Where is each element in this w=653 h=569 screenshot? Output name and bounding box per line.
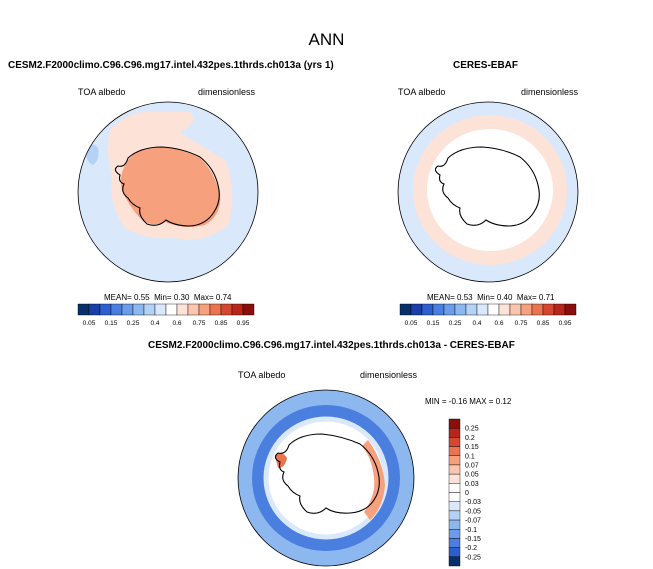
panel3-colorbar-tick-label: -0.2 bbox=[465, 545, 477, 552]
panel2-coastline bbox=[434, 146, 540, 227]
panel2-mean-value: 0.53 bbox=[457, 293, 473, 302]
panel2-colorbar-tick-label: 0.4 bbox=[472, 320, 481, 327]
panel3-colorbar-box bbox=[448, 437, 461, 447]
panel3-stats: MIN = -0.16 MAX = 0.12 bbox=[425, 397, 512, 406]
panel1-min-value: 0.30 bbox=[173, 293, 190, 302]
panel1-colorbar-tick-label: 0.95 bbox=[237, 320, 250, 327]
panel3-colorbar-tick-label: -0.15 bbox=[465, 536, 481, 543]
panel3-colorbar-box bbox=[448, 418, 461, 429]
panel2-colorbar-tick-label: 0.05 bbox=[405, 320, 418, 327]
panel2-min-label: Min= bbox=[477, 293, 495, 302]
panel2-colorbar-tick-label: 0.25 bbox=[449, 320, 462, 327]
panel3-colorbar-tick-label: 0.03 bbox=[465, 481, 479, 488]
panel2-max-label: Max= bbox=[516, 293, 537, 302]
panel3-colorbar-box bbox=[448, 427, 461, 438]
panel2-inner-band bbox=[427, 129, 553, 251]
panel3-colorbar-box bbox=[448, 547, 461, 558]
panel2-colorbar-tick-label: 0.75 bbox=[515, 320, 528, 327]
panel3-east-coast-positive bbox=[362, 440, 385, 520]
panel2-colorbar-box bbox=[564, 303, 577, 316]
panel2-stats: MEAN= 0.53 Min= 0.40 Max= 0.71 bbox=[427, 293, 555, 302]
panel2-colorbar-tick-label: 0.6 bbox=[494, 320, 503, 327]
panel1-colorbar-tick-label: 0.85 bbox=[215, 320, 228, 327]
panel3-colorbar-tick-label: 0 bbox=[465, 490, 469, 497]
panel3-coastline bbox=[274, 433, 380, 514]
panel3-colorbar-box bbox=[448, 501, 461, 512]
panel3-colorbar-box bbox=[448, 473, 461, 484]
panel1-max-label: Max= bbox=[193, 293, 214, 302]
panel1-units-label: dimensionless bbox=[198, 87, 256, 97]
panel2-colorbar-tick-label: 0.85 bbox=[537, 320, 550, 327]
panel3-colorbar-box bbox=[448, 483, 461, 493]
panel2-colorbar-tick-label: 0.15 bbox=[427, 320, 440, 327]
panel1-colorbar-tick-label: 0.6 bbox=[172, 320, 181, 327]
panel3-colorbar-tick-label: -0.07 bbox=[465, 518, 481, 525]
panel1-colorbar-tick-label: 0.05 bbox=[83, 320, 96, 327]
panel3-colorbar-tick-label: 0.1 bbox=[465, 453, 475, 460]
panel3-map-border bbox=[237, 389, 415, 567]
panel3-colorbar-box bbox=[448, 538, 461, 548]
panel1-coastline bbox=[114, 146, 220, 227]
panel1-variable-label: TOA albedo bbox=[78, 87, 126, 97]
panel1-colorbar-box bbox=[242, 303, 255, 316]
panel2-max-value: 0.71 bbox=[538, 293, 555, 302]
panel1-colorbar-tick-label: 0.75 bbox=[193, 320, 206, 327]
panel3-colorbar-tick-label: -0.1 bbox=[465, 527, 477, 534]
panel1-colorbar-tick-label: 0.25 bbox=[127, 320, 140, 327]
panel3-colorbar-box bbox=[448, 464, 461, 475]
panel3-colorbar-tick-label: 0.15 bbox=[465, 444, 479, 451]
panel1-stats: MEAN= 0.55 Min= 0.30 Max= 0.74 bbox=[104, 293, 232, 302]
panel1-colorbar-tick-label: 0.15 bbox=[105, 320, 118, 327]
panel3-colorbar-tick-label: 0.25 bbox=[465, 426, 479, 433]
panel3-colorbar-tick-label: 0.2 bbox=[465, 435, 475, 442]
panel2-min-value: 0.40 bbox=[496, 293, 513, 302]
panel3-colorbar-box bbox=[448, 446, 461, 456]
panel1-mean-value: 0.55 bbox=[134, 293, 150, 302]
panel3-colorbar-box bbox=[448, 556, 461, 567]
panel3-title: CESM2.F2000climo.C96.C96.mg17.intel.432p… bbox=[148, 340, 515, 351]
panel3-colorbar-box bbox=[448, 529, 461, 539]
panel3-colorbar-tick-label: -0.25 bbox=[465, 554, 481, 561]
panel1-max-value: 0.74 bbox=[215, 293, 232, 302]
panel3-inner-ring bbox=[268, 421, 384, 535]
panel3-colorbar-box bbox=[448, 519, 461, 530]
panel3-pale-ring bbox=[263, 416, 389, 540]
panel1-map-border bbox=[77, 101, 259, 283]
panel3-variable-label: TOA albedo bbox=[238, 370, 286, 380]
panel3-colorbar-box bbox=[448, 510, 461, 521]
panel3-colorbar-box bbox=[448, 455, 461, 466]
panel1-mean-label: MEAN= bbox=[104, 293, 132, 302]
panel1-min-label: Min= bbox=[154, 293, 172, 302]
panel3-colorbar-tick-label: -0.05 bbox=[465, 508, 481, 515]
panel1-title: CESM2.F2000climo.C96.C96.mg17.intel.432p… bbox=[8, 60, 334, 71]
panel2-colorbar-tick-label: 0.95 bbox=[559, 320, 572, 327]
panel3-colorbar-box bbox=[448, 492, 461, 502]
panel2-variable-label: TOA albedo bbox=[398, 87, 446, 97]
panel1-antarctica-field bbox=[120, 146, 221, 227]
panel3-peninsula-positive bbox=[275, 453, 287, 468]
panel2-map-border bbox=[397, 101, 579, 283]
panel3-colorbar-tick-label: -0.03 bbox=[465, 499, 481, 506]
panel3-colorbar-tick-label: 0.07 bbox=[465, 462, 479, 469]
figure-title: ANN bbox=[308, 30, 345, 49]
panel3-colorbar-tick-label: 0.05 bbox=[465, 472, 479, 479]
panel1-colorbar-tick-label: 0.4 bbox=[150, 320, 159, 327]
panel3-units-label: dimensionless bbox=[360, 370, 418, 380]
panel2-mean-label: MEAN= bbox=[427, 293, 455, 302]
panel2-title: CERES-EBAF bbox=[453, 60, 519, 71]
panel2-units-label: dimensionless bbox=[521, 87, 579, 97]
